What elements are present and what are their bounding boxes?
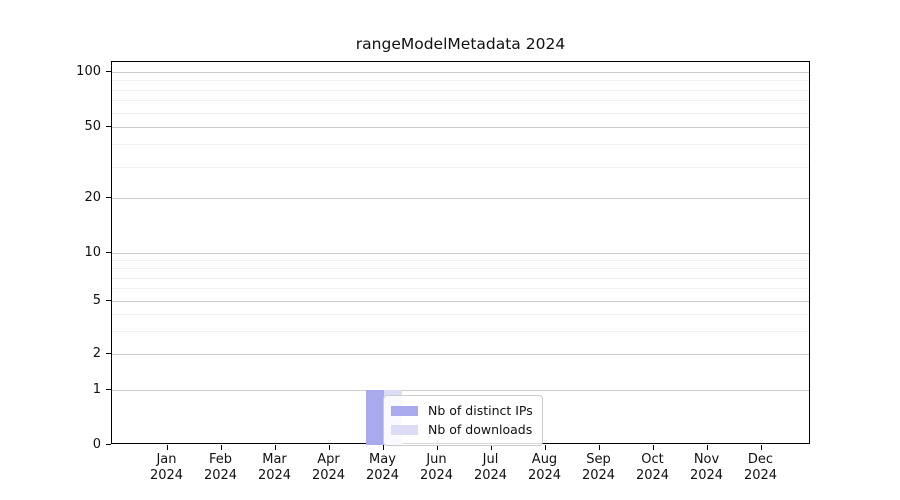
gridline-minor-70	[112, 100, 809, 102]
gridline-major-2	[112, 354, 809, 355]
legend-swatch-distinct-ips	[391, 405, 418, 416]
x-tick-label-jun: Jun 2024	[405, 452, 469, 484]
x-tick-label-dec: Dec 2024	[729, 452, 793, 484]
x-tick-mark-sep	[598, 445, 600, 450]
y-tick-label-50: 50	[84, 118, 101, 134]
bar-nb-of-distinct-ips-may	[365, 390, 384, 445]
y-tick-label-1: 1	[92, 381, 101, 397]
y-tick-label-20: 20	[84, 189, 101, 205]
x-tick-mark-mar	[274, 445, 276, 450]
x-tick-mark-aug	[544, 445, 546, 450]
legend-item-downloads: Nb of downloads	[391, 420, 533, 439]
plot-area: Nb of distinct IPs Nb of downloads	[111, 61, 810, 446]
gridline-minor-80	[112, 89, 809, 91]
gridline-minor-9	[112, 260, 809, 262]
gridline-major-20	[112, 198, 809, 199]
x-tick-label-jul: Jul 2024	[459, 452, 523, 484]
x-tick-mark-nov	[706, 445, 708, 450]
x-tick-mark-apr	[328, 445, 330, 450]
x-tick-year-jun: 2024	[419, 468, 454, 483]
x-tick-label-mar: Mar 2024	[243, 452, 307, 484]
y-tick-label-5: 5	[92, 292, 101, 308]
legend-label-distinct-ips: Nb of distinct IPs	[428, 403, 533, 418]
x-tick-label-may: May 2024	[351, 452, 415, 484]
x-tick-year-dec: 2024	[743, 468, 778, 483]
x-tick-label-feb: Feb 2024	[189, 452, 253, 484]
y-tick-mark-100	[106, 71, 111, 72]
gridline-minor-6	[112, 288, 809, 290]
x-tick-mark-jul	[490, 445, 492, 450]
y-tick-mark-0	[106, 444, 111, 445]
x-tick-label-nov: Nov 2024	[675, 452, 739, 484]
x-tick-year-nov: 2024	[689, 468, 724, 483]
y-tick-label-0: 0	[92, 436, 101, 452]
y-tick-label-2: 2	[92, 345, 101, 361]
y-tick-mark-10	[106, 252, 111, 253]
gridline-minor-7	[112, 277, 809, 279]
y-tick-mark-50	[106, 126, 111, 127]
x-tick-mark-jan	[166, 445, 168, 450]
x-tick-mark-jun	[436, 445, 438, 450]
gridline-minor-60	[112, 112, 809, 114]
x-tick-year-aug: 2024	[527, 468, 562, 483]
x-tick-label-apr: Apr 2024	[297, 452, 361, 484]
legend-label-downloads: Nb of downloads	[428, 422, 533, 437]
gridline-minor-8	[112, 268, 809, 270]
x-tick-year-jan: 2024	[149, 468, 184, 483]
gridline-major-100	[112, 72, 809, 73]
x-tick-mark-feb	[220, 445, 222, 450]
y-tick-mark-5	[106, 300, 111, 301]
y-tick-label-100: 100	[76, 63, 101, 79]
y-tick-label-10: 10	[84, 244, 101, 260]
chart-title: rangeModelMetadata 2024	[355, 35, 566, 53]
gridline-minor-40	[112, 144, 809, 146]
x-tick-year-mar: 2024	[257, 468, 292, 483]
x-tick-year-apr: 2024	[311, 468, 346, 483]
x-tick-mark-oct	[652, 445, 654, 450]
x-tick-year-oct: 2024	[635, 468, 670, 483]
gridline-minor-4	[112, 313, 809, 315]
x-tick-year-feb: 2024	[203, 468, 238, 483]
x-tick-label-aug: Aug 2024	[513, 452, 577, 484]
y-tick-mark-20	[106, 197, 111, 198]
x-tick-year-jul: 2024	[473, 468, 508, 483]
gridline-major-50	[112, 127, 809, 128]
gridline-major-10	[112, 253, 809, 254]
x-tick-mark-may	[382, 445, 384, 450]
x-tick-year-sep: 2024	[581, 468, 616, 483]
gridline-minor-30	[112, 166, 809, 168]
legend-swatch-downloads	[391, 424, 418, 435]
y-tick-mark-1	[106, 389, 111, 390]
gridline-minor-90	[112, 80, 809, 82]
x-tick-label-sep: Sep 2024	[567, 452, 631, 484]
x-tick-mark-dec	[760, 445, 762, 450]
x-tick-label-jan: Jan 2024	[135, 452, 199, 484]
x-tick-year-may: 2024	[365, 468, 400, 483]
legend-item-distinct-ips: Nb of distinct IPs	[391, 401, 533, 420]
gridline-major-5	[112, 301, 809, 302]
gridline-minor-3	[112, 330, 809, 332]
x-tick-label-oct: Oct 2024	[621, 452, 685, 484]
legend: Nb of distinct IPs Nb of downloads	[383, 395, 543, 446]
y-tick-mark-2	[106, 353, 111, 354]
gridline-major-1	[112, 390, 809, 391]
